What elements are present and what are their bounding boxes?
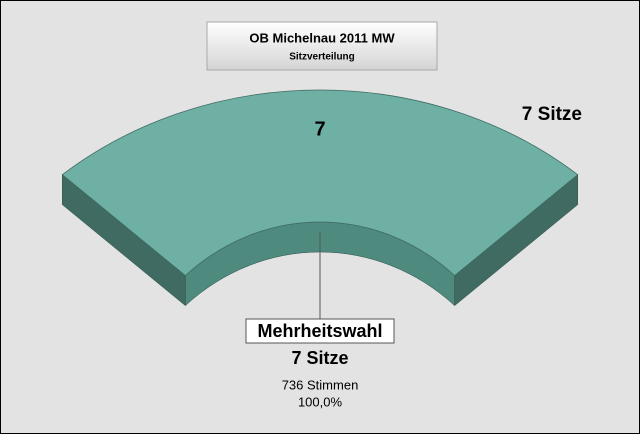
segment-label: 7: [314, 118, 325, 140]
chart-subtitle: Sitzverteilung: [289, 52, 355, 63]
arc-segment: [61, 89, 579, 277]
chart-title: OB Michelnau 2011 MW: [249, 30, 395, 45]
legend-name: Mehrheitswahl: [257, 321, 382, 341]
legend-box: [245, 318, 395, 344]
percent-label: 100,0%: [298, 394, 343, 409]
title-box: [206, 21, 438, 71]
seat-label: 7 Sitze: [291, 348, 348, 368]
vote-label: 736 Stimmen: [282, 377, 359, 392]
total-label: 7 Sitze: [522, 104, 582, 125]
